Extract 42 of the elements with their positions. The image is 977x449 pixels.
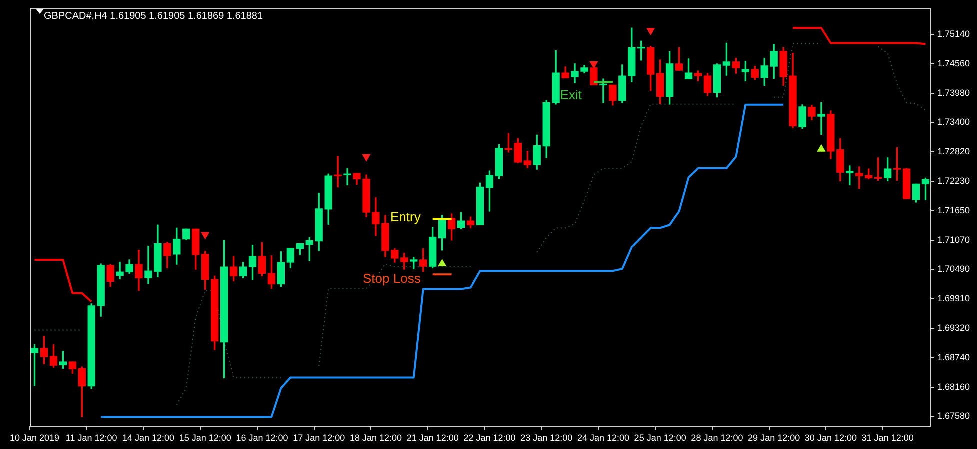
x-tick-label: 23 Jan 12:00: [520, 433, 573, 444]
y-tick-label: 1.73980: [937, 88, 970, 98]
series-label: Stop Loss: [363, 271, 422, 286]
x-tick-label: 14 Jan 12:00: [122, 433, 175, 444]
series-label: Entry: [390, 210, 422, 225]
y-tick-label: 1.72230: [937, 176, 970, 186]
candlestick: [344, 168, 352, 186]
x-tick-label: 11 Jan 12:00: [66, 433, 118, 444]
y-tick-label: 1.75140: [937, 29, 970, 40]
point: [438, 259, 447, 267]
x-tick-label: 28 Jan 12:00: [691, 433, 744, 444]
x-tick-label: 31 Jan 12:00: [862, 433, 914, 444]
x-tick-label: 29 Jan 12:00: [748, 433, 800, 444]
y-tick-label: 1.68740: [937, 352, 970, 362]
y-tick-label: 1.69320: [937, 323, 970, 334]
y-tick-label: 1.70490: [937, 264, 970, 274]
y-tick-label: 1.69910: [937, 293, 970, 304]
series-label: Exit: [560, 88, 582, 103]
y-tick-label: 1.72820: [937, 146, 970, 156]
point: [362, 154, 371, 162]
y-tick-label: 1.68160: [937, 382, 970, 392]
candlestick: [600, 78, 608, 104]
x-tick-label: 16 Jan 12:00: [236, 433, 288, 444]
x-tick-label: 10 Jan 2019: [10, 433, 60, 444]
point: [590, 61, 598, 69]
x-tick-label: 21 Jan 12:00: [406, 433, 459, 444]
x-tick-label: 24 Jan 12:00: [577, 433, 630, 444]
x-tick-label: 17 Jan 12:00: [293, 433, 346, 444]
y-tick-label: 1.71070: [937, 234, 970, 245]
x-tick-label: 22 Jan 12:00: [464, 433, 516, 444]
x-tick-label: 25 Jan 12:00: [634, 433, 686, 444]
candlestick: [334, 156, 342, 188]
y-tick-label: 1.67580: [937, 411, 970, 422]
x-tick-label: 15 Jan 12:00: [179, 433, 232, 444]
y-tick-label: 1.71650: [937, 205, 970, 216]
x-tick-label: 30 Jan 12:00: [804, 433, 857, 444]
y-tick-label: 1.74560: [937, 58, 970, 68]
y-tick-label: 1.73400: [937, 117, 970, 128]
chart-title: GBPCAD#,H4 1.61905 1.61905 1.61869 1.61881: [44, 11, 264, 22]
x-tick-label: 18 Jan 12:00: [350, 433, 402, 444]
point: [646, 28, 656, 36]
candlestick: [818, 102, 826, 136]
